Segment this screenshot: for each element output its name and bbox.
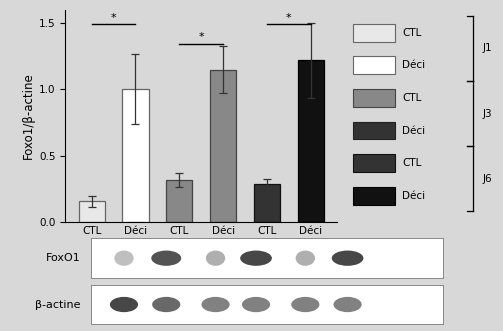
Bar [166,180,193,222]
Ellipse shape [296,251,315,266]
Y-axis label: Foxo1/β-actine: Foxo1/β-actine [22,72,35,159]
Ellipse shape [291,297,319,312]
Text: Déci: Déci [402,125,426,135]
Ellipse shape [151,251,181,266]
Ellipse shape [331,251,363,266]
FancyBboxPatch shape [353,121,395,139]
Bar [122,89,148,222]
Text: *: * [198,32,204,42]
Ellipse shape [242,297,270,312]
Text: Déci: Déci [402,191,426,201]
Text: J1: J1 [482,43,492,53]
Text: CTL: CTL [402,93,422,103]
Ellipse shape [240,251,272,266]
Text: *: * [111,13,116,23]
Text: β-actine: β-actine [35,300,80,309]
Ellipse shape [333,297,362,312]
Bar [78,201,105,222]
Text: J6: J6 [482,174,492,184]
FancyBboxPatch shape [353,89,395,107]
Bar [254,184,280,222]
Ellipse shape [206,251,225,266]
Ellipse shape [114,251,134,266]
Text: Déci: Déci [402,60,426,70]
Text: *: * [286,13,292,23]
FancyBboxPatch shape [353,24,395,42]
Bar [210,70,236,222]
FancyBboxPatch shape [353,154,395,172]
Text: FoxO1: FoxO1 [46,253,80,263]
Text: CTL: CTL [402,158,422,168]
Bar [298,60,324,222]
FancyBboxPatch shape [353,56,395,74]
Ellipse shape [110,297,138,312]
Ellipse shape [152,297,180,312]
Ellipse shape [201,297,229,312]
FancyBboxPatch shape [353,187,395,205]
Text: J3: J3 [482,109,492,118]
Text: CTL: CTL [402,28,422,38]
